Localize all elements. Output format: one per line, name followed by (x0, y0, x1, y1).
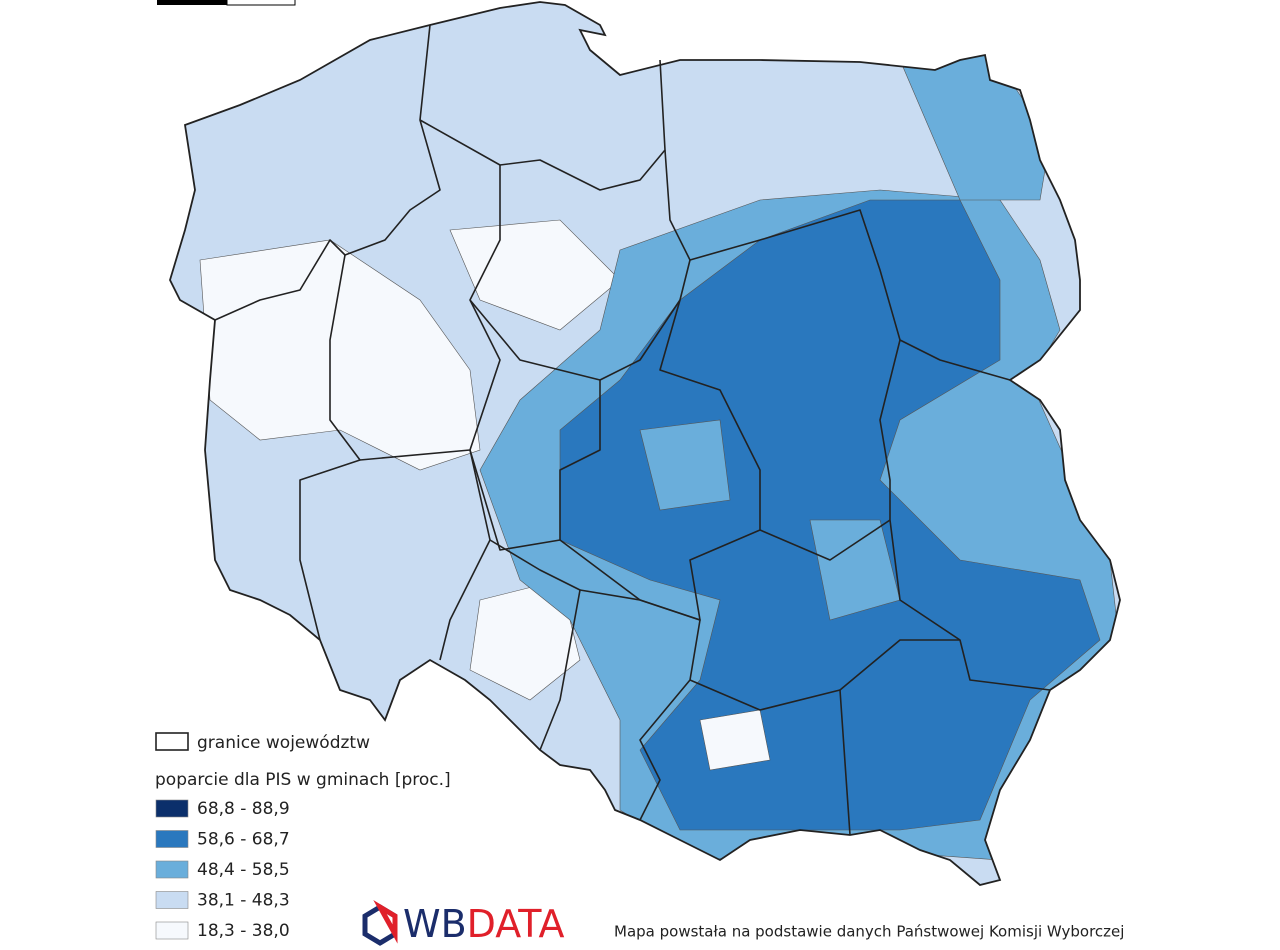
logo-icon (373, 900, 398, 944)
legend-title: poparcie dla PIS w gminach [proc.] (155, 770, 451, 790)
voivodeship-borders (214, 24, 1051, 836)
legend: granice województw poparcie dla PIS w gm… (155, 732, 451, 941)
region (699, 709, 771, 771)
legend-label: 68,8 - 88,9 (197, 799, 290, 819)
legend-label: 38,1 - 48,3 (197, 891, 290, 911)
logo-part: WB (403, 902, 467, 946)
region (639, 419, 731, 511)
legend-swatch (155, 830, 189, 848)
logo-text: WBDATA (403, 902, 565, 946)
legend-label: 48,4 - 58,5 (197, 860, 290, 880)
legend-border-label: granice województw (197, 733, 370, 753)
legend-border-swatch (155, 732, 189, 751)
logo-part: DATA (467, 902, 565, 946)
legend-label: 18,3 - 38,0 (197, 921, 290, 941)
legend-label: 58,6 - 68,7 (197, 830, 290, 850)
choropleth (170, 2, 1120, 885)
legend-swatch (155, 921, 189, 940)
scale-bar (226, 0, 296, 6)
source-note: Mapa powstała na podstawie danych Państw… (614, 923, 1124, 941)
scale-bar (157, 0, 227, 5)
legend-swatch (155, 799, 189, 818)
logo: WBDATA (362, 900, 565, 946)
legend-swatch (155, 891, 189, 909)
legend-swatch (155, 860, 189, 879)
